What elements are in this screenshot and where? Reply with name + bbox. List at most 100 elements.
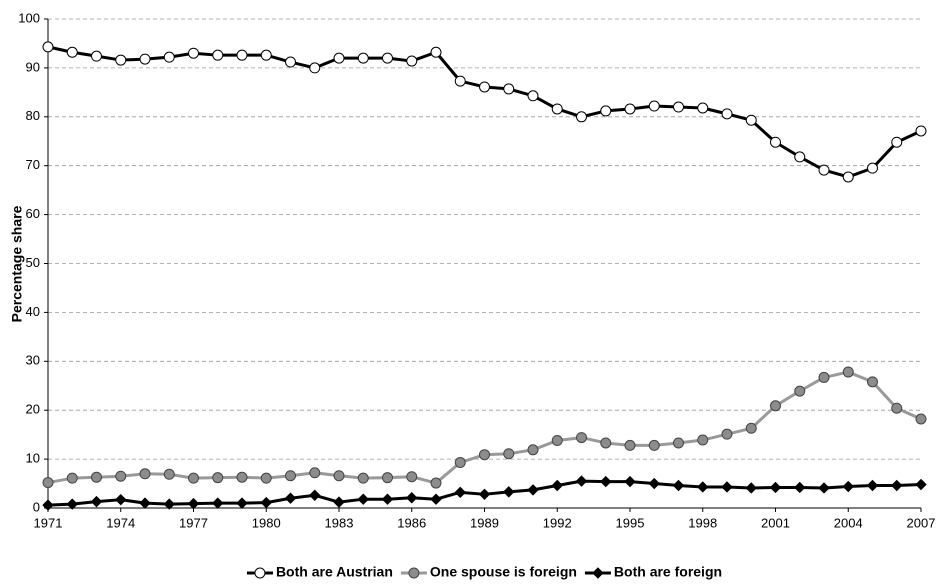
y-axis-title: Percentage share	[9, 205, 25, 322]
marker	[867, 376, 878, 388]
marker	[770, 400, 781, 412]
marker	[891, 136, 903, 148]
marker	[309, 467, 321, 479]
x-tick-label: 1980	[252, 515, 281, 530]
marker	[91, 471, 102, 483]
x-tick-label: 1995	[616, 515, 645, 530]
series-line	[47, 45, 922, 179]
marker	[624, 103, 636, 115]
marker	[576, 432, 587, 444]
marker	[357, 52, 369, 64]
marker	[454, 486, 466, 499]
x-tick-label: 1992	[543, 515, 572, 530]
marker	[697, 434, 709, 446]
marker	[163, 468, 175, 480]
marker	[333, 52, 345, 64]
marker	[333, 470, 345, 482]
marker	[915, 478, 927, 491]
marker	[915, 413, 927, 425]
marker	[891, 479, 903, 492]
marker	[357, 472, 369, 484]
marker	[697, 102, 709, 114]
marker	[527, 90, 539, 102]
marker	[867, 162, 878, 174]
marker	[454, 457, 466, 469]
marker	[648, 100, 660, 112]
marker	[115, 54, 127, 66]
x-tick-label: 2007	[907, 515, 936, 530]
marker	[745, 422, 757, 434]
marker	[357, 493, 369, 505]
marker	[90, 495, 103, 508]
y-tick-label: 80	[26, 108, 40, 123]
x-tick-label: 1998	[688, 515, 717, 530]
marker	[600, 475, 612, 488]
marker	[745, 114, 757, 126]
y-tick-label: 20	[26, 402, 40, 417]
y-tick-label: 90	[26, 59, 40, 74]
marker	[891, 402, 903, 414]
marker	[478, 488, 491, 501]
marker	[576, 111, 587, 123]
x-tick-label: 1977	[179, 515, 208, 530]
legend-marker	[254, 567, 266, 579]
marker	[91, 50, 102, 62]
marker	[721, 428, 733, 440]
marker	[163, 51, 175, 63]
marker	[66, 46, 78, 58]
series-line	[47, 370, 922, 485]
marker	[212, 472, 224, 484]
marker	[624, 439, 636, 451]
marker	[430, 46, 442, 58]
marker	[406, 471, 418, 483]
y-tick-label: 0	[33, 499, 40, 514]
marker	[236, 49, 248, 61]
marker	[503, 83, 515, 95]
marker	[551, 103, 563, 115]
x-tick-label: 2001	[761, 515, 790, 530]
marker	[284, 492, 297, 504]
marker	[575, 475, 588, 487]
legend: Both are Austrian One spouse is foreign Bo…	[246, 564, 722, 580]
legend-marker	[408, 567, 420, 579]
marker	[503, 486, 515, 498]
x-tick-label: 1971	[34, 515, 63, 530]
legend-marker	[592, 567, 604, 579]
marker	[309, 489, 321, 501]
marker	[770, 136, 781, 148]
marker	[382, 472, 393, 484]
marker	[66, 472, 78, 484]
y-tick-label: 10	[26, 451, 40, 466]
marker	[818, 164, 830, 176]
marker	[382, 52, 393, 64]
legend-label: Both are Austrian	[276, 564, 393, 580]
marker	[769, 481, 782, 494]
x-tick-label: 1983	[325, 515, 354, 530]
marker	[794, 385, 806, 397]
marker	[260, 49, 272, 61]
marker	[188, 47, 199, 59]
marker	[527, 444, 539, 456]
x-tick-label: 2004	[834, 515, 863, 530]
marker	[381, 493, 394, 505]
marker	[188, 472, 199, 484]
marker	[721, 481, 733, 493]
marker	[721, 108, 733, 120]
legend-label: One spouse is foreign	[430, 564, 577, 580]
marker	[260, 496, 272, 509]
marker	[212, 497, 224, 509]
marker	[42, 477, 54, 489]
marker	[285, 470, 296, 482]
y-tick-label: 50	[26, 255, 40, 270]
y-tick-label: 100	[18, 10, 40, 25]
marker	[842, 480, 854, 493]
marker	[406, 492, 418, 504]
marker	[309, 62, 321, 74]
marker	[139, 468, 151, 480]
marker	[66, 498, 78, 510]
x-tick-label: 1989	[470, 515, 499, 530]
marker	[236, 471, 248, 483]
marker	[163, 498, 175, 510]
marker	[866, 479, 879, 492]
marker	[745, 482, 757, 494]
